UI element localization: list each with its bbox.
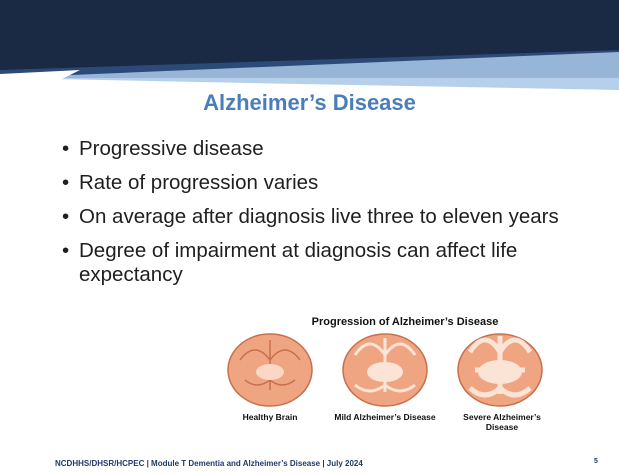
bullet: Degree of impairment at diagnosis can af… — [62, 239, 562, 287]
figure-label: Mild Alzheimer’s Disease — [330, 412, 440, 422]
bullet: Rate of progression varies — [62, 171, 562, 195]
figure-title: Progression of Alzheimer’s Disease — [310, 316, 500, 328]
brain-severe — [458, 334, 542, 406]
brain-mild — [343, 334, 427, 406]
slide: Alzheimer’s Disease Progressive disease … — [0, 0, 619, 475]
bullet: On average after diagnosis live three to… — [62, 205, 562, 229]
footer: NCDHHS/DHSR/HCPEC | Module T Dementia an… — [55, 459, 363, 468]
bullet-list: Progressive disease Rate of progression … — [62, 137, 562, 297]
figure-label: Severe Alzheimer’s Disease — [447, 412, 557, 432]
brain-healthy — [228, 334, 312, 406]
bullet: Progressive disease — [62, 137, 562, 161]
slide-title: Alzheimer’s Disease — [0, 90, 619, 116]
figure-label: Healthy Brain — [215, 412, 325, 422]
page-number: 5 — [594, 458, 598, 465]
